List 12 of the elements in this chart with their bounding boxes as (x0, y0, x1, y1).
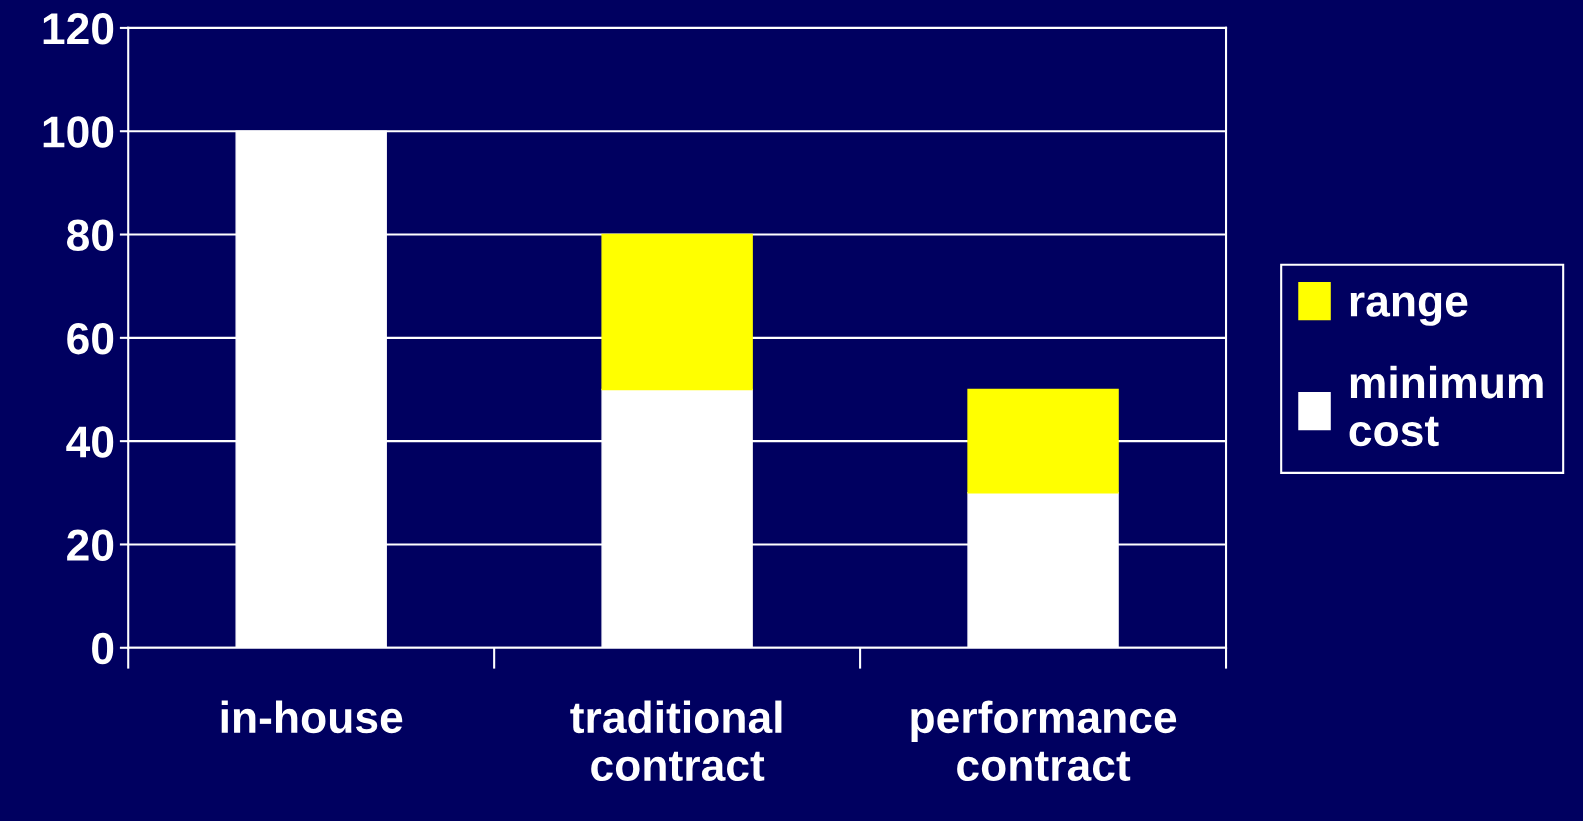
y-tick-label: 20 (67, 529, 114, 561)
y-tick-label: 60 (67, 322, 114, 355)
legend-label: minimum cost (1349, 365, 1543, 447)
x-tick-label: performance contract (911, 700, 1177, 782)
x-tick-label: in-house (221, 700, 403, 734)
y-tick-label: 100 (43, 116, 114, 148)
y-tick-label: 80 (67, 219, 114, 252)
legend-label: range (1350, 292, 1468, 326)
y-tick-label: 120 (43, 12, 114, 45)
y-tick-label: 40 (66, 426, 114, 458)
x-tick-label: traditional contract (570, 700, 782, 782)
y-tick-label: 0 (92, 632, 114, 665)
